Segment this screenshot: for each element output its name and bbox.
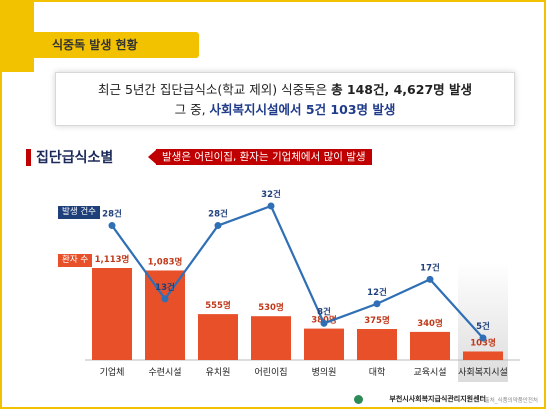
bar-3 — [251, 316, 291, 360]
bar-label-5: 375명 — [364, 315, 390, 326]
section-note: 발생은 어린이집, 환자는 기업체에서 많이 발생 — [156, 149, 372, 165]
cases-line — [111, 204, 484, 339]
bar-label-0: 1,113명 — [95, 254, 130, 265]
section-title: 집단급식소별 — [36, 150, 114, 166]
note-arrow-icon — [148, 150, 156, 164]
section-marker — [26, 149, 31, 166]
cases-point-1 — [161, 295, 169, 303]
cases-label-6: 17건 — [420, 262, 440, 273]
footer-source: 출처_식품의약품안전처 — [484, 398, 538, 404]
yellow-accent-block — [0, 0, 34, 72]
slide-title: 식중독 발생 현황 — [34, 32, 199, 58]
category-label-4: 병의원 — [312, 367, 337, 378]
cases-label-0: 28건 — [102, 209, 122, 220]
bar-6 — [410, 331, 450, 360]
cases-point-2 — [214, 222, 222, 230]
category-label-1: 수련시설 — [148, 367, 181, 378]
bar-label-7: 103명 — [470, 337, 496, 348]
summary-line-2: 그 중, 사회복지시설에서 5건 103명 발생 — [56, 100, 514, 120]
summary-line-1-text: 최근 5년간 집단급식소(학교 제외) 식중독은 — [97, 82, 332, 97]
cases-point-3 — [267, 202, 275, 210]
bar-label-1: 1,083명 — [148, 256, 183, 267]
cases-point-7 — [479, 334, 487, 342]
category-label-5: 대학 — [369, 367, 386, 378]
summary-line-2-highlight: 사회복지시설에서 5건 103명 발생 — [209, 102, 396, 117]
org-logo-icon — [354, 395, 363, 404]
cases-label-7: 5건 — [476, 321, 490, 332]
legend-cases-tag: 발생 건수 — [58, 206, 100, 219]
category-label-7: 사회복지시설 — [458, 367, 508, 378]
bar-label-3: 530명 — [258, 302, 284, 313]
cases-point-6 — [426, 275, 434, 283]
summary-line-1: 최근 5년간 집단급식소(학교 제외) 식중독은 총 148건, 4,627명 … — [56, 80, 514, 100]
bar-0 — [92, 268, 132, 360]
bar-2 — [198, 314, 238, 360]
cases-point-0 — [108, 222, 116, 230]
bar-1 — [145, 270, 185, 360]
summary-line-2-text: 그 중, — [174, 102, 210, 117]
highlight-column — [458, 262, 508, 382]
footer-org: 부천시사회복지급식관리지원센터 — [389, 395, 486, 403]
cases-point-4 — [320, 319, 328, 327]
cases-point-5 — [373, 300, 381, 308]
cases-label-2: 28건 — [208, 209, 228, 220]
category-label-3: 어린이집 — [254, 366, 287, 378]
cases-label-1: 13건 — [155, 282, 175, 293]
bar-5 — [357, 329, 397, 360]
cases-label-4: 8건 — [317, 306, 331, 317]
summary-box: 최근 5년간 집단급식소(학교 제외) 식중독은 총 148건, 4,627명 … — [55, 72, 515, 126]
bar-label-6: 340명 — [417, 318, 443, 329]
bar-7 — [463, 351, 503, 360]
category-label-2: 유치원 — [206, 366, 231, 378]
summary-line-1-total: 총 148건, 4,627명 발생 — [331, 82, 472, 97]
legend-patients-tag: 환자 수 — [58, 254, 93, 267]
bar-label-2: 555명 — [205, 300, 231, 311]
bar-4 — [304, 328, 344, 360]
category-label-0: 기업체 — [100, 367, 125, 378]
cases-label-3: 32건 — [261, 189, 281, 200]
category-label-6: 교육시설 — [413, 367, 446, 378]
cases-label-5: 12건 — [367, 287, 387, 298]
